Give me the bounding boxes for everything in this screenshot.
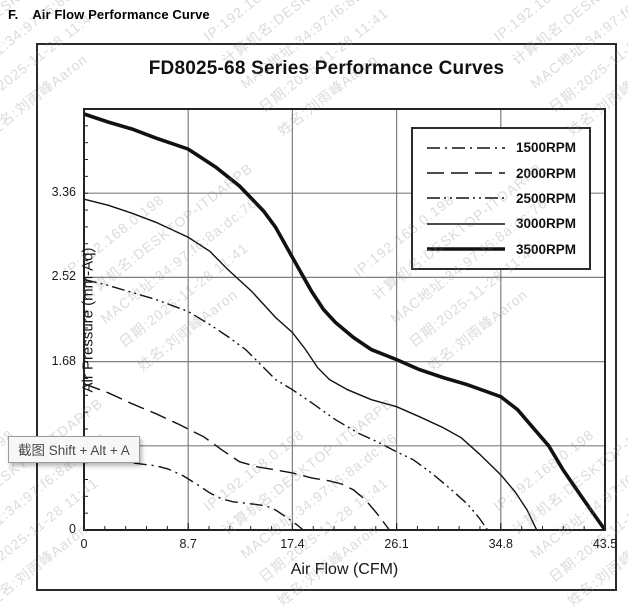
legend-line-sample-2500rpm [427,197,505,200]
curve-2000rpm [83,383,390,531]
y-tick-label-1.68: 1.68 [51,353,76,368]
legend-label-2500rpm: 2500RPM [516,190,577,206]
legend-item-3500rpm: 3500RPM [427,239,589,259]
legend-item-2000rpm: 2000RPM [427,163,589,183]
legend-label-3000rpm: 3000RPM [516,216,577,232]
legend-line-sample-3000rpm [427,223,505,225]
x-tick-label-43.5: 43.5 [592,537,618,551]
plot-area: Air Flow (CFM) Air Pressure (mm-Aq) 1500… [52,108,617,578]
legend-line-sample-1500rpm [427,146,505,149]
page-title: F. Air Flow Performance Curve [8,7,210,22]
y-tick-label-2.52: 2.52 [51,269,76,284]
y-tick-label-3.36: 3.36 [51,185,76,200]
legend-line-sample-2000rpm [427,172,505,174]
chart-frame: FD8025-68 Series Performance Curves Air … [36,43,617,591]
plot-border [83,108,606,531]
legend-label-2000rpm: 2000RPM [516,165,577,181]
x-axis-label: Air Flow (CFM) [290,561,399,578]
legend-label-1500rpm: 1500RPM [516,140,577,156]
y-axis-label: Air Pressure (mm-Aq) [79,247,97,393]
x-tick-label-17.4: 17.4 [280,537,305,551]
legend-item-2500rpm: 2500RPM [427,188,589,208]
legend-item-1500rpm: 1500RPM [427,138,589,158]
y-tick-label-0: 0 [69,522,76,536]
legend-item-3000rpm: 3000RPM [427,214,589,234]
performance-curves-plot [83,108,607,532]
heading-text: Air Flow Performance Curve [32,7,210,22]
chart-title: FD8025-68 Series Performance Curves [148,58,505,79]
legend: 1500RPM 2000RPM 2500RPM 3000RPM 3500RPM [411,127,591,270]
x-tick-label-0: 0 [80,537,88,551]
curve-3000rpm [83,198,538,531]
legend-line-sample-3500rpm [427,247,505,252]
screenshot-hotkey-tooltip: 截图 Shift + Alt + A [8,436,140,463]
x-tick-label-26.1: 26.1 [384,537,409,551]
curve-1500rpm [83,457,304,531]
legend-label-3500rpm: 3500RPM [516,241,577,257]
curve-3500rpm [83,112,607,532]
heading-index: F. [8,7,19,22]
x-tick-label-34.8: 34.8 [488,537,513,551]
curve-2500rpm [83,278,489,531]
x-tick-label-8.7: 8.7 [179,537,197,551]
